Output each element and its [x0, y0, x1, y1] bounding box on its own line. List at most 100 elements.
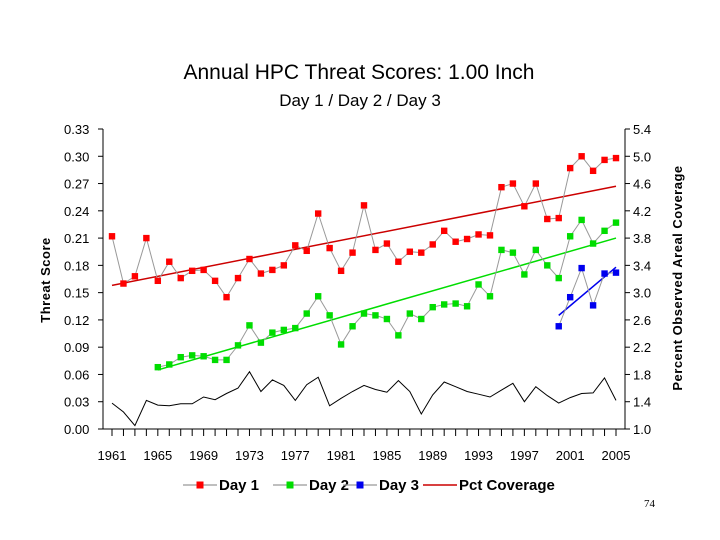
data-point-day-2 [452, 300, 459, 307]
trendline-day-1 [111, 185, 617, 287]
data-point-day-1 [143, 234, 150, 242]
data-point-day-1 [440, 227, 448, 235]
y2-tick-label: 1.8 [633, 367, 651, 382]
data-point-day-2 [532, 246, 540, 254]
data-point-day-2 [555, 274, 562, 282]
x-tick-label: 1969 [189, 448, 218, 463]
data-point-day-3 [589, 302, 597, 309]
data-point-day-1 [349, 249, 356, 256]
data-point-day-1 [544, 215, 551, 223]
y2-tick-label: 5.0 [633, 149, 651, 164]
data-point-day-1 [383, 240, 391, 247]
data-point-day-2 [292, 324, 299, 332]
data-point-day-1 [521, 203, 528, 210]
y2-tick-label: 2.2 [633, 340, 651, 355]
y2-tick-label: 3.0 [633, 286, 651, 301]
data-point-day-1 [498, 183, 505, 191]
data-point-day-1 [601, 156, 608, 164]
x-tick-label: 1989 [418, 448, 447, 463]
y2-tick-label: 1.4 [633, 395, 651, 410]
data-point-day-1 [154, 277, 162, 285]
data-point-day-2 [223, 356, 230, 364]
data-point-day-3 [555, 323, 562, 330]
data-point-day-1 [326, 244, 333, 252]
data-point-day-2 [406, 310, 414, 317]
data-point-day-1 [188, 267, 196, 275]
data-point-day-1 [452, 238, 459, 245]
x-tick-label: 1997 [510, 448, 539, 463]
axes: 0.00 1.0 0.03 1.4 0.06 1.8 0.09 2.2 0.12 2.6 0.15 3… [64, 122, 651, 463]
data-point-day-3 [612, 269, 620, 276]
data-point-day-1 [280, 262, 288, 269]
data-point-day-3 [566, 293, 574, 301]
data-point-day-2 [269, 329, 276, 336]
legend-label-pct-coverage: Pct Coverage [459, 477, 555, 494]
y-tick-label: 0.09 [64, 340, 89, 355]
data-point-day-2 [440, 301, 448, 308]
data-point-day-1 [486, 232, 494, 239]
data-point-day-1 [303, 247, 310, 255]
data-point-day-1 [532, 180, 540, 187]
data-point-day-1 [337, 267, 345, 275]
data-point-day-1 [360, 202, 368, 209]
data-point-day-2 [246, 322, 253, 329]
y2-axis-title: Percent Observed Areal Coverage [670, 165, 685, 390]
y-axis-title: Threat Score [38, 237, 53, 322]
data-point-day-2 [326, 312, 333, 319]
legend: Day 1 Day 2 Day 3 Pct Coverage [183, 477, 555, 494]
data-point-day-2 [188, 352, 196, 359]
y2-tick-label: 3.4 [633, 258, 651, 273]
data-point-day-1 [200, 266, 207, 274]
legend-label-day-1: Day 1 [219, 477, 259, 494]
data-point-day-2 [612, 219, 620, 226]
x-tick-label: 2001 [556, 448, 585, 463]
page-number: 74 [644, 498, 655, 510]
data-point-day-2 [349, 323, 356, 330]
legend-marker-day-2 [286, 481, 294, 489]
data-point-day-2 [337, 341, 345, 348]
y-tick-label: 0.15 [64, 286, 89, 301]
data-point-day-2 [234, 342, 242, 349]
legend-label-day-3: Day 3 [379, 477, 419, 494]
data-point-day-2 [360, 310, 368, 317]
data-point-day-2 [166, 361, 173, 368]
data-point-day-2 [486, 293, 494, 300]
x-tick-label: 1981 [327, 448, 356, 463]
x-tick-label: 2005 [602, 448, 631, 463]
data-point-day-1 [463, 235, 471, 243]
data-point-day-1 [589, 167, 597, 175]
data-point-day-1 [292, 242, 299, 249]
y-tick-label: 0.00 [64, 422, 89, 437]
y2-tick-label: 2.6 [633, 313, 651, 328]
data-point-day-2 [280, 326, 288, 334]
y-tick-label: 0.27 [64, 177, 89, 192]
y2-tick-label: 1.0 [633, 422, 651, 437]
data-point-day-2 [429, 303, 436, 311]
data-point-day-2 [303, 310, 310, 317]
data-point-day-1 [509, 180, 517, 187]
data-point-day-1 [612, 154, 620, 162]
data-point-day-1 [418, 249, 425, 256]
y-tick-label: 0.33 [64, 122, 89, 137]
y-tick-label: 0.18 [64, 258, 89, 273]
y-tick-label: 0.24 [64, 204, 89, 219]
data-point-day-2 [601, 227, 608, 235]
data-point-day-2 [566, 233, 574, 240]
data-point-day-3 [601, 270, 608, 277]
y-tick-label: 0.06 [64, 367, 89, 382]
x-tick-label: 1961 [98, 448, 127, 463]
data-point-day-1 [131, 273, 139, 280]
data-point-day-2 [177, 353, 184, 361]
data-point-day-2 [544, 262, 551, 269]
data-point-day-1 [395, 258, 402, 265]
data-point-day-1 [314, 210, 322, 217]
data-point-day-2 [372, 312, 379, 319]
data-point-day-2 [383, 315, 391, 323]
data-point-day-1 [177, 274, 184, 282]
data-point-day-2 [395, 332, 402, 339]
legend-marker-day-3 [356, 481, 364, 489]
data-point-day-1 [372, 246, 379, 254]
x-tick-label: 1977 [281, 448, 310, 463]
data-point-day-1 [269, 266, 276, 274]
